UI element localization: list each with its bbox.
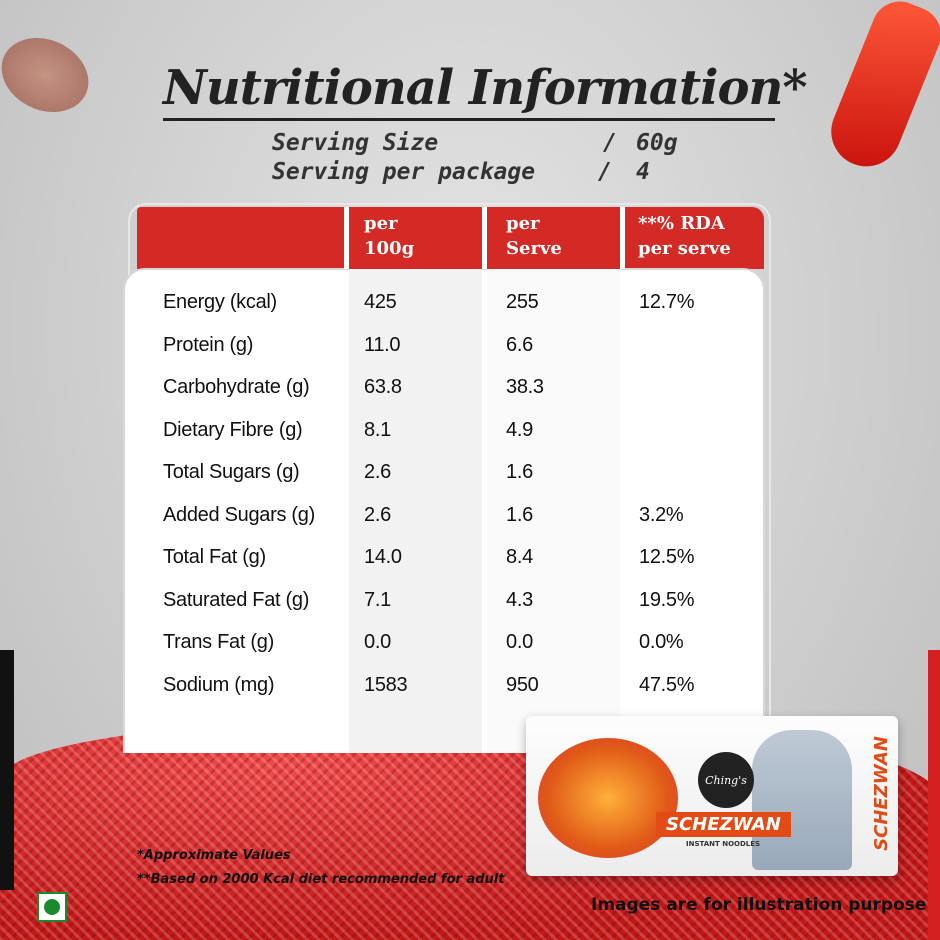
package-subtitle: INSTANT NOODLES — [686, 840, 761, 848]
cell-per-100g: 1583 — [364, 673, 408, 696]
black-edge — [0, 650, 14, 890]
note-approximate: *Approximate Values — [137, 848, 291, 863]
cell-nutrient: Dietary Fibre (g) — [163, 418, 303, 441]
cell-nutrient: Carbohydrate (g) — [163, 376, 310, 398]
cell-nutrient: Total Sugars (g) — [163, 461, 300, 483]
cell-per-100g: 2.6 — [364, 503, 391, 526]
cell-rda: 47.5% — [639, 673, 695, 696]
cell-per-100g: 425 — [364, 291, 397, 313]
cell-rda: 12.7% — [639, 291, 695, 313]
cell-per-serve: 1.6 — [506, 461, 533, 483]
divider: / — [598, 159, 612, 185]
cell-nutrient: Protein (g) — [163, 333, 254, 356]
header-separator — [620, 207, 625, 269]
column-bg — [487, 207, 620, 753]
divider: / — [603, 130, 617, 156]
column-bg — [349, 207, 482, 753]
header-per-serve: per Serve — [506, 213, 562, 259]
cell-nutrient: Trans Fat (g) — [163, 631, 274, 653]
ambassador-image — [752, 730, 852, 870]
cell-per-serve: 8.4 — [506, 546, 533, 568]
cell-per-100g: 14.0 — [364, 546, 402, 568]
cell-rda: 0.0% — [639, 631, 684, 653]
cell-rda: 19.5% — [639, 588, 695, 611]
header-cell — [349, 207, 482, 269]
cell-nutrient: Total Fat (g) — [163, 546, 266, 568]
cell-per-serve: 255 — [506, 291, 539, 313]
cell-per-100g: 7.1 — [364, 588, 391, 611]
header-separator — [482, 207, 487, 269]
note-rda: **Based on 2000 Kcal diet recommended fo… — [137, 872, 505, 887]
chili-image — [820, 0, 940, 177]
cell-per-100g: 0.0 — [364, 631, 391, 653]
header-per-100g: per 100g — [364, 213, 415, 259]
veg-mark-icon — [37, 892, 67, 922]
noodle-bowl-image — [538, 738, 678, 858]
product-package-image: Ching's SCHEZWAN INSTANT NOODLES SCHEZWA… — [526, 716, 898, 876]
cell-per-serve: 950 — [506, 673, 539, 696]
serving-size-label: Serving Size — [272, 130, 439, 156]
cell-rda: 3.2% — [639, 503, 684, 526]
leaf-image — [0, 24, 101, 126]
servings-per-package-value: 4 — [636, 159, 650, 185]
servings-per-package-label: Serving per package — [272, 159, 536, 185]
cell-nutrient: Sodium (mg) — [163, 673, 275, 696]
cell-nutrient: Saturated Fat (g) — [163, 588, 310, 611]
title-underline — [163, 118, 775, 121]
header-rda: **% RDA per serve — [638, 213, 731, 259]
cell-per-serve: 4.3 — [506, 588, 533, 611]
cell-rda: 12.5% — [639, 546, 695, 568]
cell-per-serve: 4.9 — [506, 418, 533, 441]
brand-logo: Ching's — [698, 752, 754, 808]
variant-label: SCHEZWAN — [656, 812, 791, 837]
header-cell — [487, 207, 620, 269]
cell-per-serve: 1.6 — [506, 503, 533, 526]
cell-nutrient: Added Sugars (g) — [163, 503, 315, 526]
cell-per-serve: 38.3 — [506, 376, 544, 398]
disclaimer: Images are for illustration purpose — [591, 895, 927, 915]
red-edge — [928, 650, 940, 940]
variant-vertical: SCHEZWAN — [871, 736, 892, 851]
header-separator — [344, 207, 349, 269]
cell-nutrient: Energy (kcal) — [163, 291, 277, 313]
cell-per-100g: 11.0 — [364, 333, 401, 356]
page-title: Nutritional Information* — [163, 60, 807, 116]
cell-per-100g: 8.1 — [364, 418, 391, 441]
cell-per-serve: 0.0 — [506, 631, 533, 653]
cell-per-100g: 63.8 — [364, 376, 402, 398]
cell-per-serve: 6.6 — [506, 333, 533, 356]
serving-size-value: 60g — [636, 130, 678, 156]
cell-per-100g: 2.6 — [364, 461, 391, 483]
